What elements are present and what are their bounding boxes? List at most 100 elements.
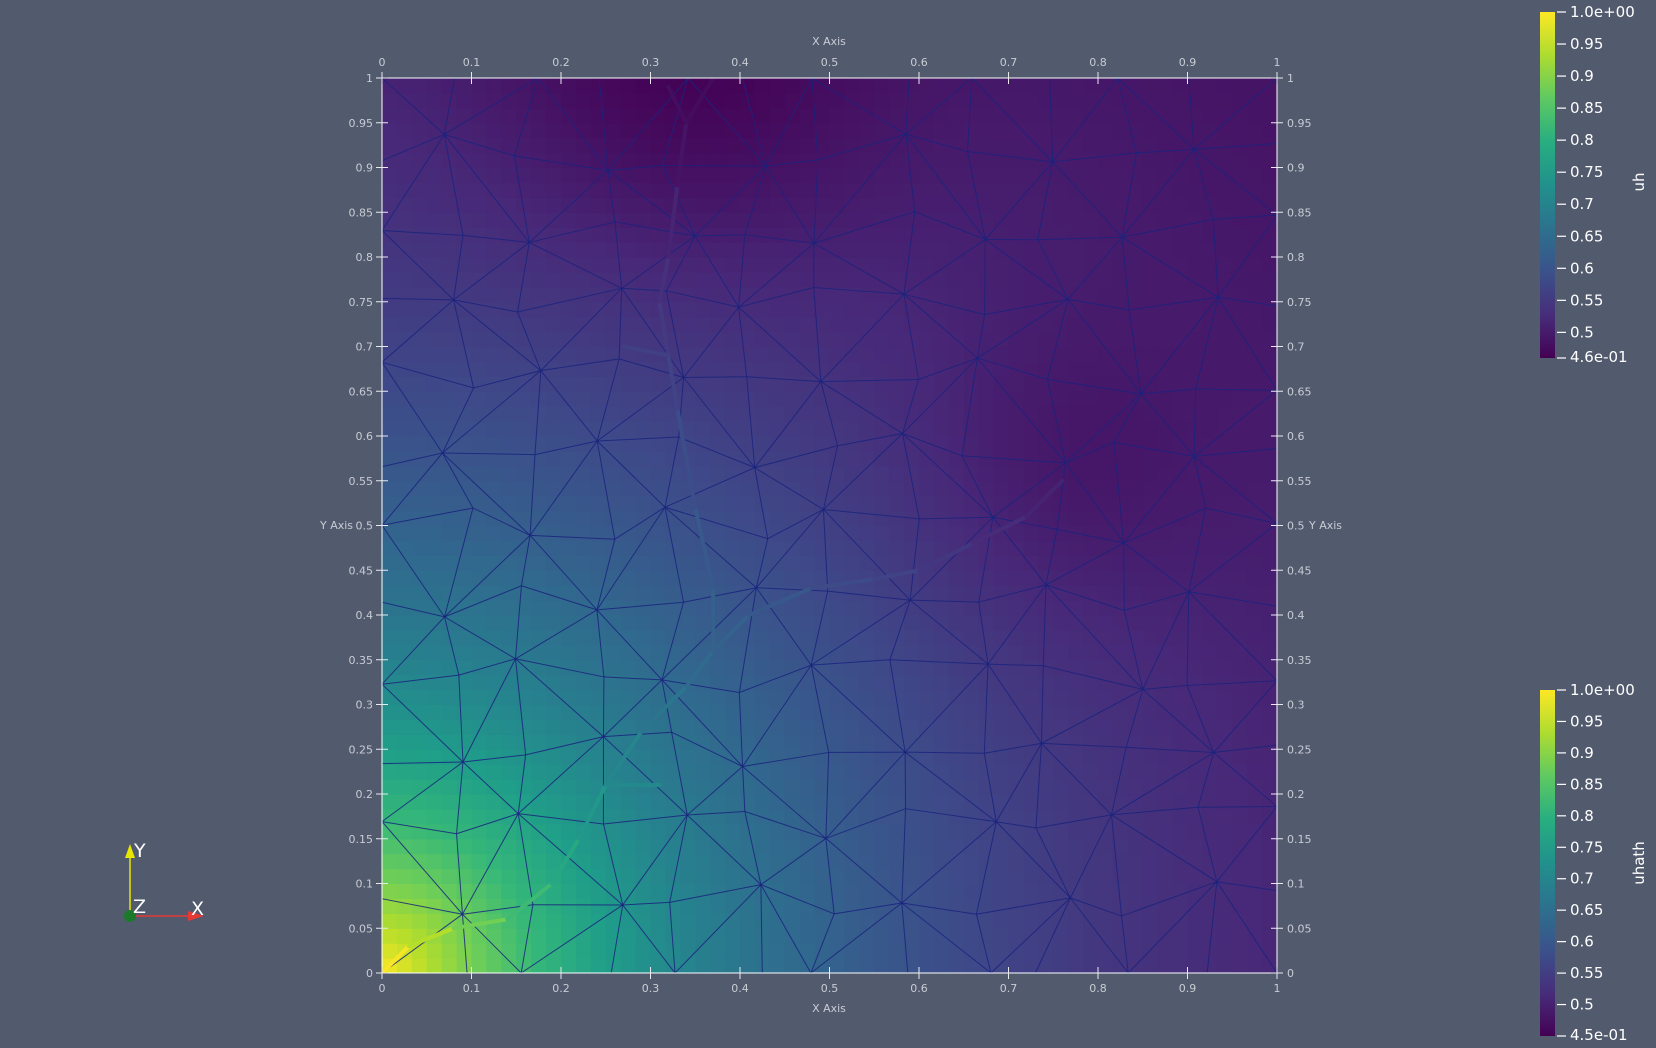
field-cell	[769, 629, 786, 646]
field-cell	[1038, 406, 1054, 422]
field-cell	[1068, 659, 1084, 676]
color-bar-uh[interactable]: 0.950.90.850.80.750.70.650.60.550.5 1.0e…	[1540, 3, 1648, 366]
field-cell	[1112, 525, 1129, 542]
field-cell	[919, 227, 935, 243]
field-cell	[516, 391, 532, 407]
field-cell	[501, 152, 517, 169]
field-cell	[1127, 689, 1144, 706]
y-tick-label-left: 1	[366, 72, 373, 85]
field-cell	[1202, 391, 1218, 407]
field-cell	[1217, 764, 1233, 780]
field-cell	[1008, 257, 1025, 273]
field-cell	[784, 779, 801, 795]
field-cell	[456, 286, 473, 303]
mesh-edge	[521, 585, 598, 611]
field-cell	[1068, 913, 1084, 929]
field-cell	[665, 286, 681, 303]
field-cell	[829, 242, 846, 258]
field-cell	[814, 257, 831, 273]
field-cell	[471, 406, 488, 422]
mesh-edge	[462, 754, 526, 763]
field-cell	[1142, 346, 1159, 363]
field-cell	[740, 913, 756, 929]
field-cell	[1142, 510, 1159, 527]
field-cell	[561, 585, 577, 601]
mesh-edge	[514, 585, 522, 659]
field-cell	[486, 480, 502, 497]
field-cell	[1187, 764, 1204, 780]
field-cell	[1127, 734, 1144, 750]
field-cell	[978, 570, 995, 586]
field-cell	[590, 629, 607, 646]
field-cell	[874, 853, 890, 870]
field-cell	[411, 376, 428, 392]
y-tick-label-left: 0.85	[349, 206, 374, 219]
field-cell	[740, 883, 756, 900]
field-cell	[396, 615, 413, 631]
y-tick-label-left: 0.15	[349, 833, 374, 846]
field-cell	[1053, 376, 1069, 392]
field-cell	[1038, 421, 1054, 437]
field-cell	[1038, 137, 1054, 154]
field-cell	[516, 585, 532, 601]
mesh-edge	[961, 357, 978, 456]
field-cell	[963, 182, 980, 198]
field-cell	[754, 346, 771, 363]
field-cell	[1157, 212, 1174, 228]
field-cell	[933, 764, 950, 780]
field-cell	[829, 78, 846, 94]
color-bar-uhath[interactable]: 0.950.90.850.80.750.70.650.60.550.5 1.0e…	[1540, 681, 1648, 1044]
field-cell	[769, 257, 786, 273]
field-cell	[501, 316, 517, 333]
field-cell	[1142, 316, 1159, 333]
field-cell	[889, 868, 905, 885]
field-cell	[1232, 495, 1248, 512]
mesh-edge	[760, 884, 812, 973]
mesh-edge	[614, 221, 623, 289]
field-cell	[993, 764, 1010, 780]
field-cell	[1083, 346, 1099, 363]
field-cell	[963, 555, 980, 571]
field-cell	[740, 480, 756, 497]
field-cell	[1127, 719, 1144, 735]
field-cell	[829, 182, 846, 198]
mesh-edge	[811, 659, 890, 666]
field-cell	[904, 212, 920, 228]
field-cell	[799, 704, 816, 721]
field-cell	[1112, 137, 1129, 154]
field-cell	[1098, 495, 1114, 512]
field-cell	[1098, 227, 1114, 243]
field-cell	[411, 421, 428, 437]
field-cell	[1053, 167, 1069, 184]
field-cell	[1202, 242, 1218, 258]
field-cell	[635, 92, 652, 109]
field-cell	[919, 92, 935, 109]
field-cell	[1098, 480, 1114, 497]
field-cell	[1127, 436, 1144, 452]
field-cell	[441, 719, 458, 735]
field-cell	[1247, 525, 1263, 542]
field-cell	[740, 346, 756, 363]
field-cell	[814, 137, 831, 154]
field-cell	[531, 615, 547, 631]
field-cell	[1038, 152, 1054, 169]
field-cell	[1262, 122, 1277, 139]
field-cell	[1008, 749, 1025, 765]
field-cell	[919, 480, 935, 497]
field-cell	[1172, 391, 1189, 407]
field-cell	[680, 883, 696, 900]
mesh-edge	[530, 534, 615, 540]
mesh-edge	[520, 904, 534, 973]
field-cell	[1172, 794, 1189, 810]
field-cell	[948, 644, 965, 661]
field-cell	[919, 376, 935, 392]
field-cell	[1157, 421, 1174, 437]
field-cell	[963, 719, 980, 735]
field-cell	[710, 257, 726, 273]
field-cell	[1262, 182, 1277, 198]
field-cell	[1157, 764, 1174, 780]
field-cell	[754, 406, 771, 422]
field-cell	[829, 868, 846, 885]
field-cell	[486, 794, 502, 810]
